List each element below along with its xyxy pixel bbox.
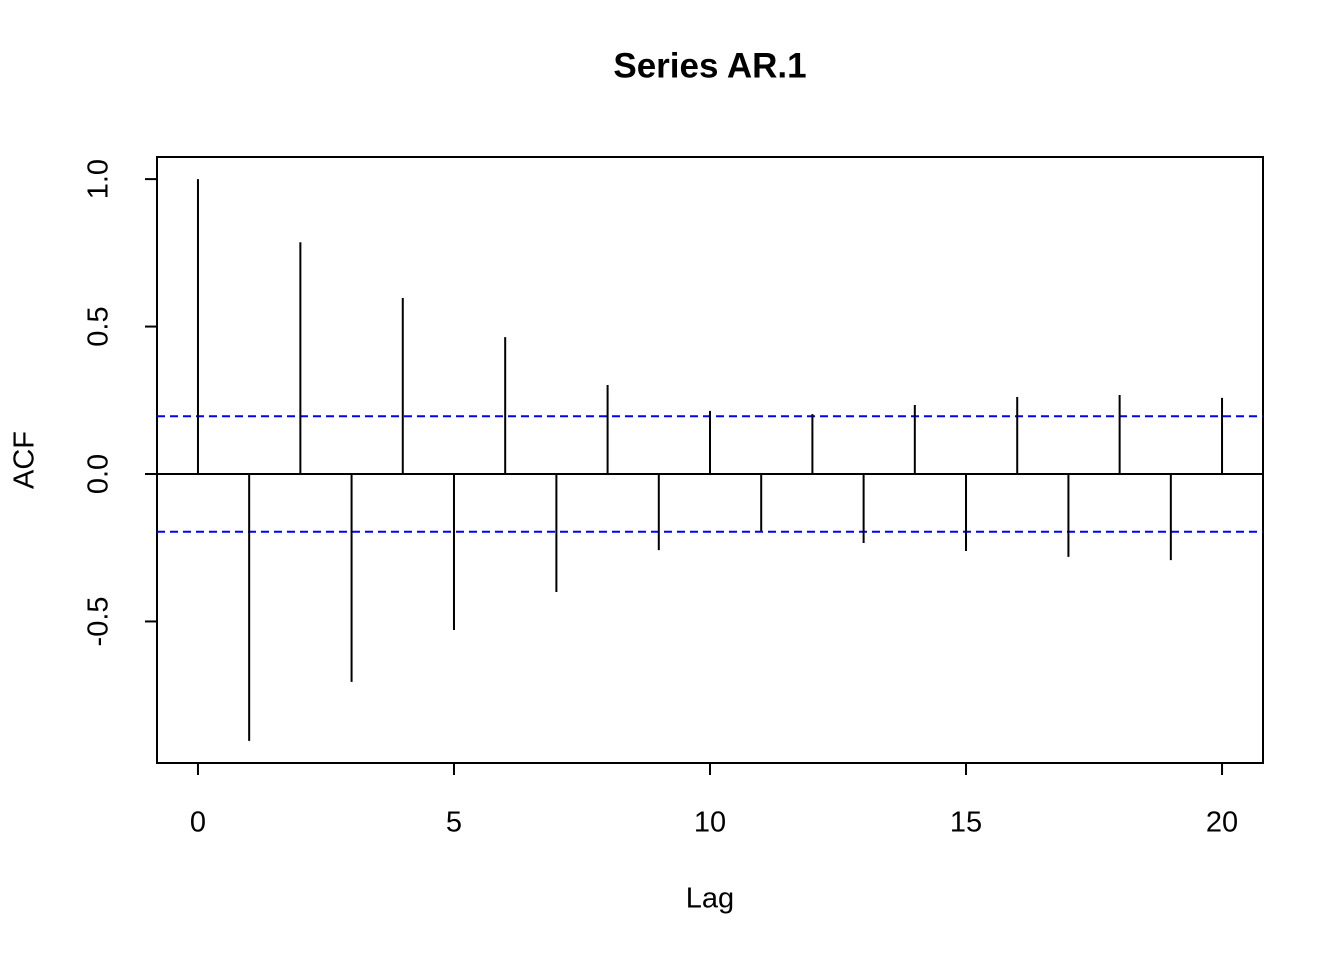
- x-tick-label: 0: [190, 807, 206, 839]
- chart-title: Series AR.1: [613, 46, 806, 85]
- y-tick-label: 0.5: [83, 306, 115, 346]
- y-tick-label: -0.5: [83, 596, 115, 646]
- y-tick-label: 1.0: [83, 159, 115, 199]
- x-tick-label: 10: [694, 807, 726, 839]
- y-tick-label: 0.0: [83, 454, 115, 494]
- x-axis-label: Lag: [686, 883, 734, 915]
- x-tick-label: 15: [950, 807, 982, 839]
- x-tick-label: 20: [1206, 807, 1238, 839]
- x-tick-label: 5: [446, 807, 462, 839]
- y-axis-label: ACF: [9, 431, 41, 489]
